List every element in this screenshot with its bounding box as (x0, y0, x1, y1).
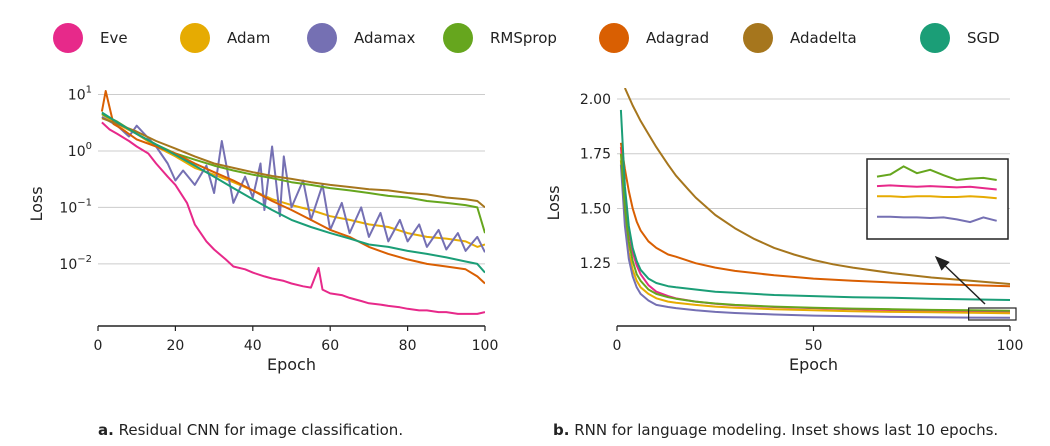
legend-label: RMSprop (490, 29, 557, 47)
series-line-adadelta (101, 117, 485, 209)
legend-label: Adagrad (646, 29, 709, 47)
x-axis-label: Epoch (789, 355, 838, 374)
y-axis-label: Loss (27, 186, 46, 221)
inset-line-adamax (877, 215, 997, 224)
caption-a-text: Residual CNN for image classification. (118, 421, 404, 439)
y-axis-label: Loss (544, 185, 563, 220)
legend-label: Adamax (354, 29, 416, 47)
legend-item-adadelta: Adadelta (743, 23, 857, 53)
series-group (100, 90, 485, 315)
legend: Eve Adam Adamax RMSprop Adagrad Adadelta SGD (53, 23, 1000, 53)
legend-swatch (443, 23, 473, 53)
chart-a: 101 100 10−1 10−2 0 20 40 60 80 100 Epoch Loss (27, 84, 499, 374)
y-tick-label: 101 (68, 84, 92, 103)
y-tick-label: 1.75 (580, 147, 611, 163)
series-line-adadelta (623, 88, 1010, 285)
series-line-adamax (619, 164, 1010, 319)
y-tick-label: 1.50 (580, 201, 611, 217)
series-line-sgd (101, 111, 485, 274)
caption-b: b. RNN for language modeling. Inset show… (553, 421, 998, 439)
x-tick-label: 100 (472, 338, 499, 354)
legend-label: Eve (100, 29, 128, 47)
series-line-rmsprop (619, 153, 1010, 312)
chart-b: 1.25 1.50 1.75 2.00 0 50 100 Epoch Loss (544, 88, 1024, 374)
series-line-adagrad (100, 90, 485, 285)
y-tick-label: 10−2 (59, 254, 92, 273)
legend-swatch (307, 23, 337, 53)
caption-b-text: RNN for language modeling. Inset shows l… (574, 421, 999, 439)
series-group (619, 88, 1010, 319)
x-tick-label: 80 (399, 338, 417, 354)
y-tick-label: 2.00 (580, 92, 611, 108)
x-axis-label: Epoch (267, 355, 316, 374)
inset-line-rmsprop (876, 165, 997, 182)
series-line-adagrad (619, 142, 1010, 288)
legend-item-sgd: SGD (920, 23, 1000, 53)
inset (866, 158, 1009, 240)
x-tick-label: 100 (997, 338, 1024, 354)
legend-swatch (599, 23, 629, 53)
legend-swatch (920, 23, 950, 53)
x-tick-label: 40 (244, 338, 262, 354)
series-line-sgd (619, 109, 1010, 301)
y-tick-label: 100 (68, 141, 92, 160)
caption-a-letter: a. (98, 421, 114, 439)
legend-item-adagrad: Adagrad (599, 23, 709, 53)
inset-line-adam (877, 195, 997, 200)
legend-label: Adam (227, 29, 270, 47)
x-tick-label: 50 (805, 338, 823, 354)
series-line-adam (101, 113, 485, 248)
x-tick-label: 20 (166, 338, 184, 354)
series-line-adam (619, 160, 1010, 315)
x-tick-label: 0 (94, 338, 103, 354)
series-line-rmsprop (101, 113, 485, 234)
legend-item-eve: Eve (53, 23, 128, 53)
inset-source-box (968, 307, 1017, 321)
inset-frame (866, 158, 1009, 240)
legend-swatch (743, 23, 773, 53)
y-tick-label: 1.25 (580, 256, 611, 272)
inset-line-eve (876, 184, 997, 191)
legend-item-adamax: Adamax (307, 23, 416, 53)
legend-item-adam: Adam (180, 23, 270, 53)
series-line-eve (101, 121, 485, 315)
x-tick-label: 60 (321, 338, 339, 354)
inset-arrow (934, 255, 986, 305)
caption-b-letter: b. (553, 421, 570, 439)
legend-label: Adadelta (790, 29, 857, 47)
legend-swatch (53, 23, 83, 53)
legend-label: SGD (967, 29, 1000, 47)
caption-a: a. Residual CNN for image classification… (98, 421, 403, 439)
x-tick-label: 0 (613, 338, 622, 354)
legend-swatch (180, 23, 210, 53)
y-tick-label: 10−1 (59, 197, 92, 216)
series-line-adamax (101, 116, 485, 253)
legend-item-rmsprop: RMSprop (443, 23, 557, 53)
